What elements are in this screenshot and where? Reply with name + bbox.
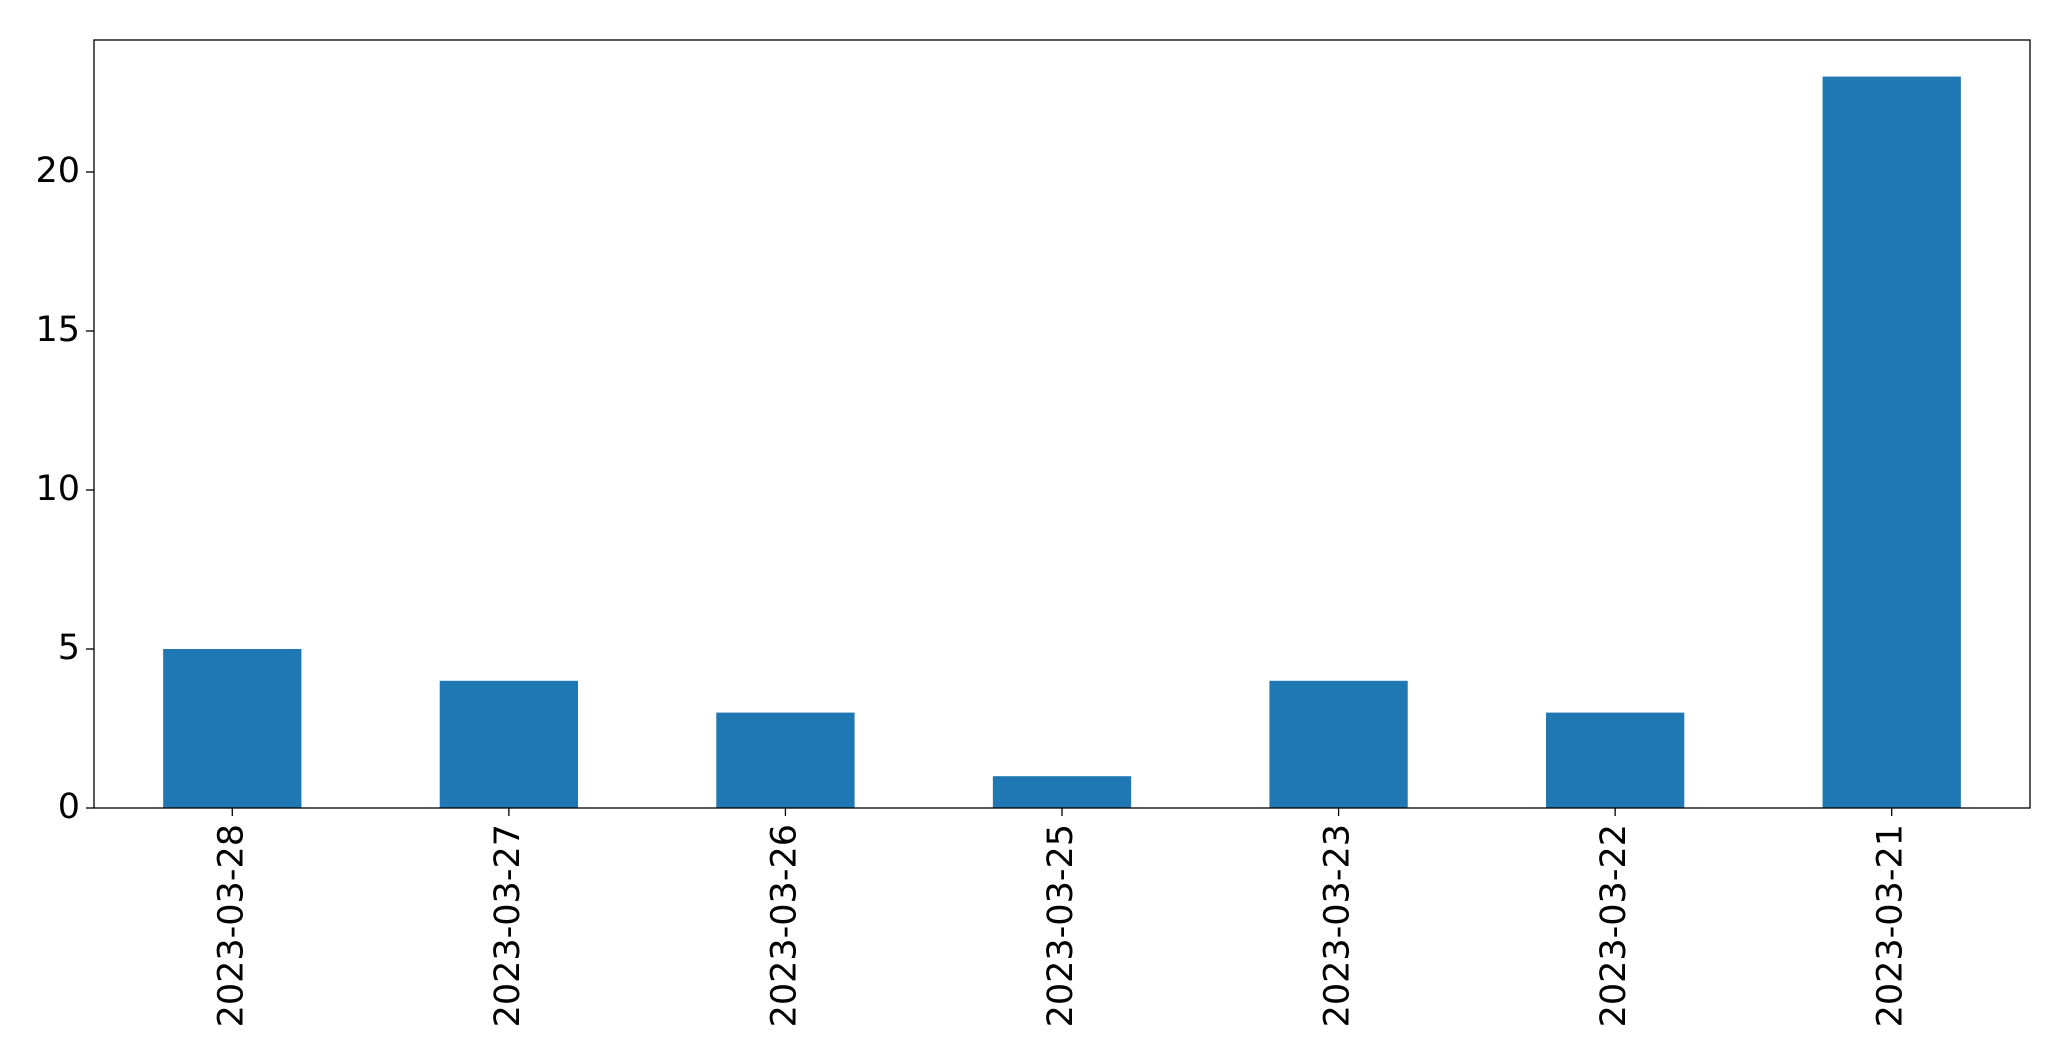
y-tick-label: 20 (35, 151, 80, 191)
x-tick-label: 2023-03-28 (211, 824, 251, 1027)
y-tick-label: 5 (58, 628, 80, 668)
bar (163, 648, 302, 808)
y-tick-label: 0 (58, 787, 80, 827)
x-tick-label: 2023-03-23 (1318, 824, 1358, 1027)
bar (1546, 712, 1685, 808)
plot-frame (93, 39, 2031, 809)
bar (1269, 680, 1408, 808)
bar (1822, 76, 1961, 809)
y-tick-label: 15 (35, 310, 80, 350)
y-tick-label: 10 (35, 469, 80, 509)
x-tick-label: 2023-03-21 (1871, 824, 1911, 1027)
x-tick-label: 2023-03-22 (1594, 824, 1634, 1027)
bar (716, 712, 855, 808)
bar (992, 776, 1132, 808)
x-tick-label: 2023-03-27 (488, 824, 528, 1027)
bar (439, 680, 578, 808)
x-tick-label: 2023-03-25 (1041, 824, 1081, 1027)
x-tick-label: 2023-03-26 (764, 824, 804, 1027)
